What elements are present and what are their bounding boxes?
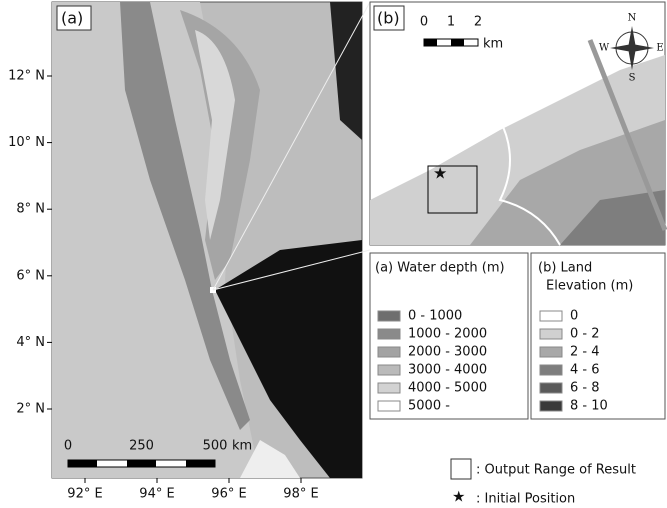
scale-label: 2: [474, 15, 482, 30]
legend-swatch: [539, 328, 563, 340]
lat-label: 2° N: [16, 402, 45, 417]
legend-swatch: [539, 382, 563, 394]
legend-swatch: [377, 346, 401, 358]
legend-swatch: [377, 364, 401, 376]
legend-swatch: [377, 328, 401, 340]
legend-title: (a) Water depth (m): [375, 261, 505, 276]
compass-letter: E: [656, 43, 663, 54]
legend-label: 0 - 1000: [408, 309, 462, 324]
legend-swatch: [377, 400, 401, 412]
map-a: [51, 1, 371, 479]
legend-swatch: [539, 400, 563, 412]
scale-bar: [67, 459, 216, 468]
star: ★: [433, 164, 447, 183]
legend-swatch: [539, 310, 563, 322]
lon-label: 98° E: [283, 487, 318, 502]
lon-label: 96° E: [211, 487, 246, 502]
scale-bar: [423, 38, 479, 47]
legend-label: 4 - 6: [570, 363, 600, 378]
legend-label: 5000 -: [408, 399, 450, 414]
lat-label: 4° N: [16, 335, 45, 350]
legend-label: 2 - 4: [570, 345, 600, 360]
legend-swatch: [539, 346, 563, 358]
legend-label: 0 - 2: [570, 327, 600, 342]
legend-swatch: [539, 364, 563, 376]
legend-label: 0: [570, 309, 578, 324]
lat-label: 10° N: [8, 135, 45, 150]
lat-label: 8° N: [16, 202, 45, 217]
panel-label: (a): [61, 9, 83, 28]
initial-position-symbol: ★: [452, 488, 465, 505]
legend-label: 3000 - 4000: [408, 363, 487, 378]
scale-label: 1: [447, 15, 455, 30]
panel-label: (b): [377, 9, 400, 28]
key-label: : Initial Position: [476, 492, 575, 505]
legend-label: 1000 - 2000: [408, 327, 487, 342]
compass-letter: W: [599, 43, 610, 54]
compass-letter: N: [628, 13, 637, 24]
lat-label: 6° N: [16, 268, 45, 283]
scale-label: 0: [64, 439, 72, 454]
legend-swatch: [377, 310, 401, 322]
scale-unit: km: [483, 37, 503, 52]
scale-label: 500: [203, 439, 228, 454]
legend-title: Elevation (m): [546, 279, 633, 294]
scale-label: 250: [129, 439, 154, 454]
legend-label: 8 - 10: [570, 399, 608, 414]
legend-title: (b) Land: [538, 261, 592, 276]
legend-label: 6 - 8: [570, 381, 600, 396]
legend-label: 4000 - 5000: [408, 381, 487, 396]
lon-label: 92° E: [67, 487, 102, 502]
scale-label: 0: [420, 15, 428, 30]
compass-letter: S: [629, 73, 636, 84]
lat-label: 12° N: [8, 69, 45, 84]
compass: [610, 26, 654, 70]
legend-swatch: [377, 382, 401, 394]
scale-unit: km: [232, 439, 252, 454]
map-b: ★: [369, 1, 667, 246]
key-label: : Output Range of Result: [476, 463, 636, 478]
legend-label: 2000 - 3000: [408, 345, 487, 360]
lon-label: 94° E: [139, 487, 174, 502]
output-range-symbol: [450, 458, 472, 480]
